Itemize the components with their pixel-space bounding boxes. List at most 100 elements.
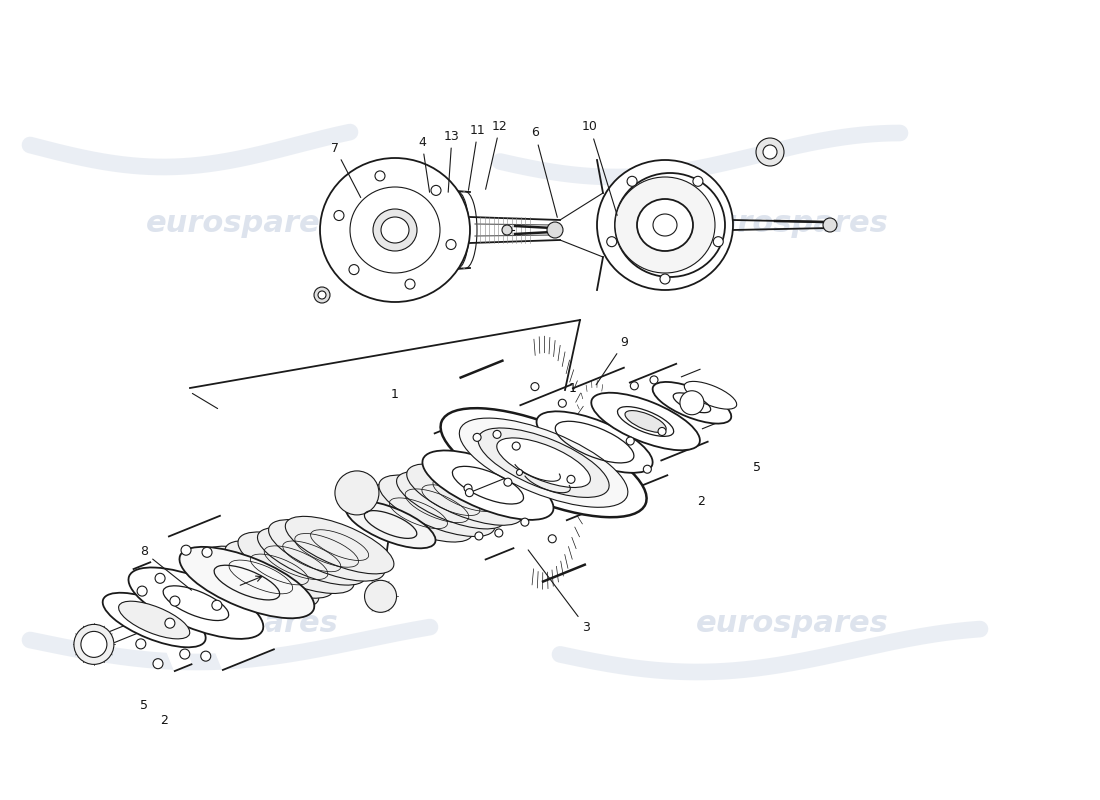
Polygon shape <box>434 422 514 559</box>
Ellipse shape <box>179 547 315 618</box>
Ellipse shape <box>637 199 693 251</box>
Circle shape <box>658 427 666 435</box>
Polygon shape <box>169 516 274 670</box>
Ellipse shape <box>102 593 206 647</box>
Polygon shape <box>110 618 147 642</box>
Ellipse shape <box>625 410 667 432</box>
Polygon shape <box>682 370 720 429</box>
Circle shape <box>182 545 191 555</box>
Polygon shape <box>630 364 707 461</box>
Ellipse shape <box>226 541 333 598</box>
Text: 6: 6 <box>531 126 558 218</box>
Ellipse shape <box>397 471 505 529</box>
Circle shape <box>566 475 575 483</box>
Circle shape <box>364 580 396 612</box>
Text: 5: 5 <box>752 462 761 474</box>
Ellipse shape <box>652 382 732 423</box>
Circle shape <box>547 222 563 238</box>
Ellipse shape <box>407 464 522 526</box>
Ellipse shape <box>257 528 366 585</box>
Ellipse shape <box>441 408 647 518</box>
Text: eurospares: eurospares <box>695 210 889 238</box>
Circle shape <box>630 382 638 390</box>
Circle shape <box>607 237 617 246</box>
Circle shape <box>153 658 163 669</box>
Circle shape <box>660 274 670 284</box>
Text: 13: 13 <box>444 130 460 192</box>
Text: 3: 3 <box>528 550 591 634</box>
Circle shape <box>334 210 344 221</box>
Polygon shape <box>461 361 585 582</box>
Ellipse shape <box>364 485 473 542</box>
Ellipse shape <box>684 382 737 409</box>
Text: eurospares: eurospares <box>145 210 339 238</box>
Circle shape <box>464 484 472 492</box>
Ellipse shape <box>350 187 440 273</box>
Ellipse shape <box>129 567 263 639</box>
Circle shape <box>680 390 704 414</box>
Circle shape <box>495 529 503 537</box>
Circle shape <box>405 279 415 289</box>
Circle shape <box>201 651 211 661</box>
Ellipse shape <box>202 546 319 608</box>
Circle shape <box>334 471 378 515</box>
Circle shape <box>169 596 180 606</box>
Text: 5: 5 <box>140 698 148 711</box>
Circle shape <box>446 239 456 250</box>
Circle shape <box>548 534 557 542</box>
Ellipse shape <box>119 601 190 639</box>
Ellipse shape <box>373 209 417 251</box>
Circle shape <box>314 287 330 303</box>
Circle shape <box>465 489 473 497</box>
Circle shape <box>713 237 724 246</box>
Circle shape <box>626 437 635 445</box>
Circle shape <box>756 138 784 166</box>
Circle shape <box>650 376 658 384</box>
Ellipse shape <box>615 177 715 273</box>
Circle shape <box>627 176 637 186</box>
Ellipse shape <box>597 160 733 290</box>
Circle shape <box>473 434 481 442</box>
Circle shape <box>431 186 441 195</box>
Circle shape <box>318 291 326 299</box>
Ellipse shape <box>238 532 354 594</box>
Text: 7: 7 <box>331 142 361 198</box>
Ellipse shape <box>345 501 436 548</box>
Ellipse shape <box>378 475 495 537</box>
Text: 10: 10 <box>582 121 617 215</box>
Text: 1: 1 <box>569 382 576 394</box>
Circle shape <box>517 470 522 475</box>
Circle shape <box>212 600 222 610</box>
Ellipse shape <box>460 418 628 507</box>
Polygon shape <box>573 368 668 496</box>
Ellipse shape <box>478 428 609 498</box>
Polygon shape <box>133 562 191 671</box>
Text: eurospares: eurospares <box>695 610 889 638</box>
Text: 12: 12 <box>485 119 508 190</box>
Circle shape <box>493 430 500 438</box>
Circle shape <box>502 225 512 235</box>
Ellipse shape <box>320 158 470 302</box>
Text: 1: 1 <box>392 389 399 402</box>
Ellipse shape <box>381 217 409 243</box>
Text: 8: 8 <box>140 546 191 590</box>
Circle shape <box>823 218 837 232</box>
Text: 4: 4 <box>418 135 430 192</box>
Circle shape <box>349 265 359 274</box>
Circle shape <box>165 618 175 628</box>
Ellipse shape <box>422 450 553 520</box>
Text: 9: 9 <box>596 335 628 385</box>
Circle shape <box>644 466 651 474</box>
Text: 2: 2 <box>161 714 168 726</box>
Circle shape <box>763 145 777 159</box>
Circle shape <box>521 518 529 526</box>
Circle shape <box>155 574 165 583</box>
Ellipse shape <box>537 411 652 473</box>
Text: 2: 2 <box>696 495 704 508</box>
Circle shape <box>531 382 539 390</box>
Circle shape <box>202 547 212 558</box>
Ellipse shape <box>497 438 591 487</box>
Circle shape <box>81 631 107 658</box>
Circle shape <box>74 624 114 664</box>
Circle shape <box>504 478 512 486</box>
